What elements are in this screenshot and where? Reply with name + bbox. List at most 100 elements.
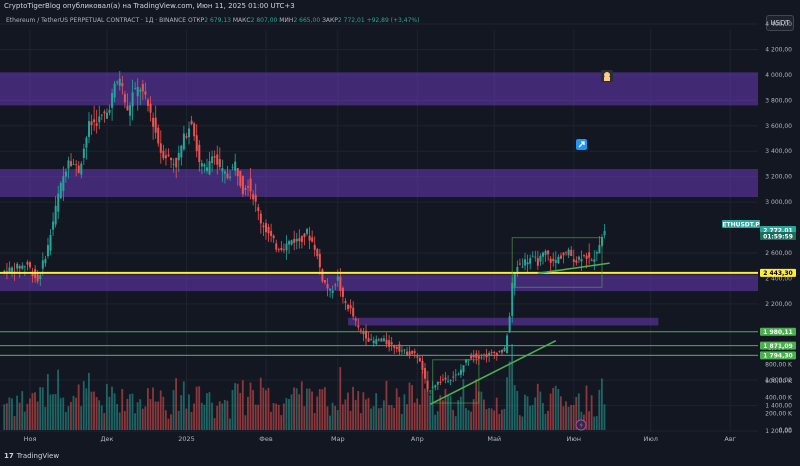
candle-body-160 — [413, 351, 416, 353]
volume-bar-180 — [465, 408, 467, 430]
candle-body-231 — [595, 252, 598, 254]
volume-bar-18 — [49, 394, 52, 430]
ohlc-open-label: ОТКР — [187, 17, 205, 24]
price-tag-1: 2 772,01 — [763, 227, 792, 234]
volume-bar-144 — [372, 406, 375, 430]
volume-bar-86 — [223, 399, 226, 430]
candle-body-19 — [52, 221, 55, 230]
candle-body-213 — [549, 258, 552, 263]
candle-body-72 — [188, 128, 191, 138]
volume-bar-32 — [85, 388, 88, 430]
price-tick-label-8: 3 200,00 — [765, 174, 792, 181]
candle-body-16 — [44, 258, 47, 264]
candle-body-176 — [454, 374, 457, 376]
volume-bar-111 — [288, 398, 290, 430]
volume-bar-69 — [180, 395, 183, 430]
volume-bar-47 — [123, 411, 126, 430]
volume-bar-221 — [570, 405, 573, 430]
candle-body-122 — [316, 249, 319, 257]
candle-body-227 — [585, 255, 588, 259]
price-tick-label-1: 1 400,00 — [765, 403, 792, 410]
volume-bar-176 — [454, 416, 457, 430]
volume-bar-73 — [190, 412, 193, 430]
candle-body-10 — [29, 262, 31, 268]
volume-bar-83 — [216, 405, 219, 430]
volume-tick-label-2: 400,00 K — [765, 394, 793, 401]
volume-bar-78 — [203, 404, 206, 430]
candle-body-189 — [488, 353, 491, 356]
volume-bar-50 — [131, 393, 134, 430]
candle-body-183 — [472, 355, 475, 358]
currency-button[interactable]: USDT — [766, 15, 794, 31]
volume-bar-140 — [362, 392, 365, 430]
volume-bar-166 — [429, 395, 431, 430]
price-tick-label-14: 4 400,00 — [765, 21, 792, 28]
candle-body-220 — [567, 249, 570, 256]
candle-body-51 — [134, 88, 137, 89]
volume-bar-52 — [136, 402, 139, 430]
candle-body-32 — [85, 137, 88, 148]
volume-bar-229 — [590, 395, 593, 430]
volume-bar-148 — [382, 400, 385, 430]
candle-body-118 — [306, 228, 309, 234]
candle-body-150 — [388, 340, 391, 347]
candle-body-168 — [434, 385, 437, 388]
candle-body-46 — [121, 82, 124, 87]
price-tick-label-9: 3 400,00 — [765, 148, 792, 155]
volume-bar-204 — [526, 396, 529, 430]
candle-body-146 — [377, 339, 380, 341]
candle-body-54 — [141, 83, 144, 92]
candle-body-169 — [436, 381, 439, 385]
candle-body-210 — [542, 252, 544, 257]
candle-body-53 — [139, 89, 142, 92]
volume-bar-84 — [218, 401, 221, 430]
volume-bar-170 — [439, 395, 442, 430]
candle-body-144 — [372, 340, 375, 344]
price-tag-6: 1 794,30 — [763, 353, 792, 360]
volume-bar-61 — [159, 390, 162, 430]
candle-body-33 — [87, 121, 90, 137]
candles — [3, 70, 606, 395]
volume-bar-211 — [544, 413, 547, 430]
volume-bar-185 — [477, 391, 480, 430]
candle-body-186 — [480, 357, 483, 359]
candle-body-71 — [185, 136, 188, 138]
candle-body-47 — [123, 94, 126, 103]
candle-body-203 — [524, 259, 527, 266]
volume-bar-199 — [513, 385, 516, 430]
candle-body-94 — [244, 188, 247, 190]
candle-body-105 — [272, 235, 275, 239]
volume-bar-8 — [23, 411, 26, 430]
volume-bar-0 — [3, 404, 6, 430]
volume-bar-146 — [377, 408, 380, 430]
candle-body-20 — [54, 205, 57, 225]
candle-body-39 — [103, 111, 106, 114]
volume-bar-55 — [144, 406, 147, 430]
arrow-icon[interactable] — [576, 139, 587, 150]
volume-bar-122 — [316, 396, 319, 430]
candle-body-147 — [380, 338, 383, 342]
candle-body-163 — [421, 360, 424, 371]
volume-bar-89 — [231, 389, 234, 430]
candle-body-140 — [362, 331, 365, 335]
volume-bar-200 — [516, 390, 519, 430]
flash-icon[interactable] — [575, 419, 587, 431]
volume-bar-112 — [290, 394, 293, 430]
hand-icon[interactable] — [601, 70, 613, 82]
range-box-0 — [432, 359, 480, 404]
candle-body-129 — [334, 284, 337, 286]
volume-bar-137 — [354, 399, 357, 430]
volume-bar-196 — [506, 377, 508, 430]
volume-bar-95 — [247, 396, 249, 430]
tradingview-logo-icon: 17 — [4, 452, 14, 460]
candle-body-166 — [429, 390, 432, 392]
volume-bar-168 — [434, 414, 437, 430]
volume-bar-103 — [267, 387, 270, 430]
volume-bar-53 — [139, 399, 142, 430]
candle-body-196 — [506, 335, 509, 354]
candle-body-86 — [223, 171, 226, 174]
volume-bar-28 — [75, 397, 77, 430]
candle-body-138 — [357, 325, 360, 328]
volume-bar-123 — [318, 389, 321, 430]
